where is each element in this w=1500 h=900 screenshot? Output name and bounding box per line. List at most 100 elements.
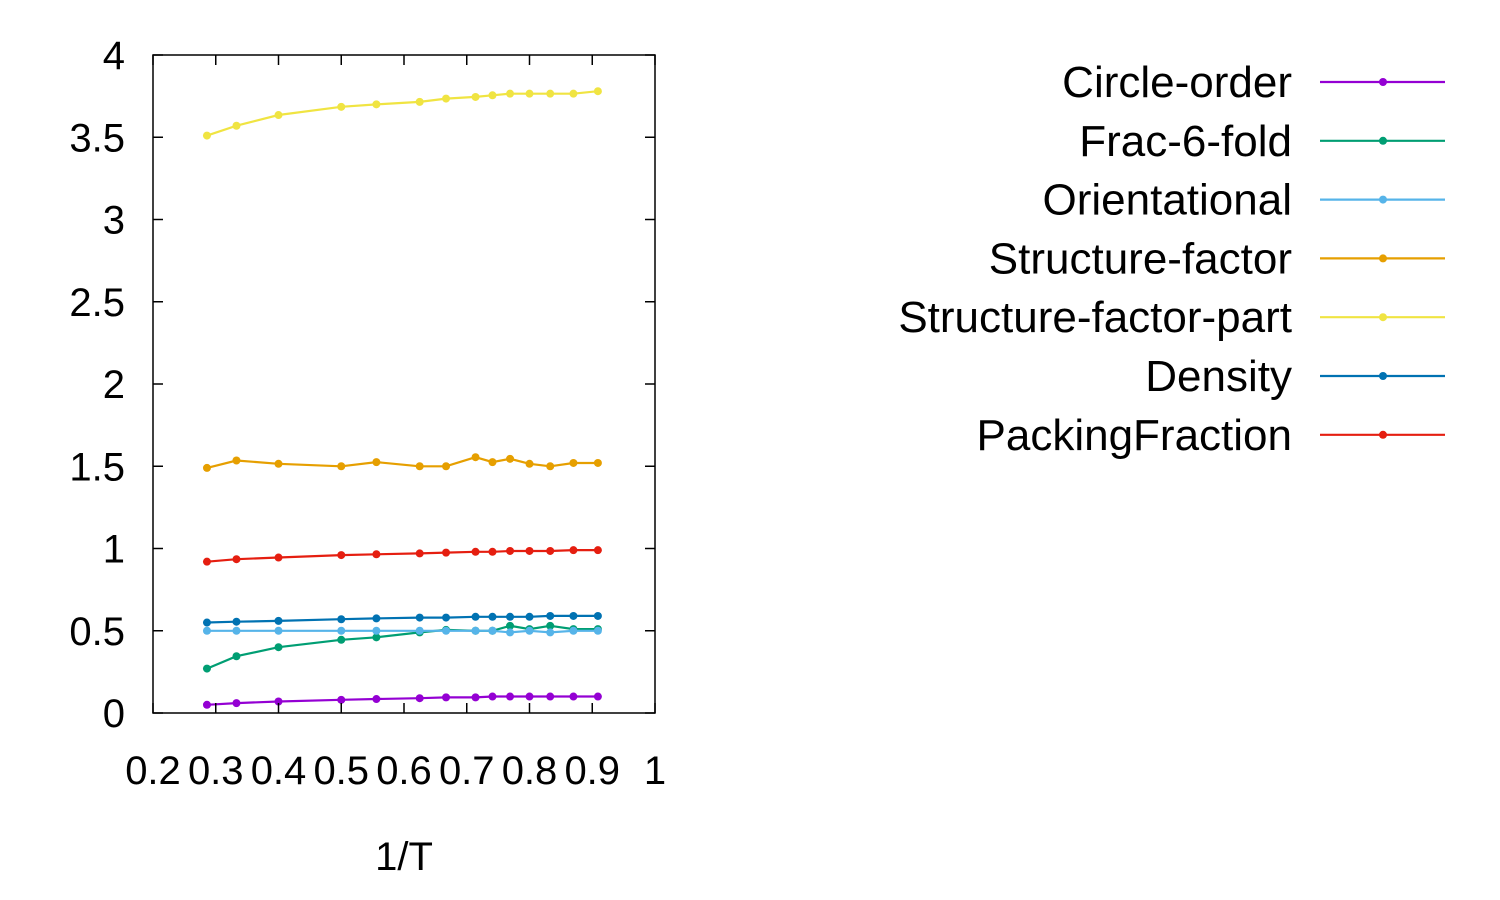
data-point (506, 546, 515, 555)
x-tick-label: 0.9 (564, 749, 620, 793)
data-point (506, 89, 515, 98)
data-point (337, 462, 346, 471)
data-point (415, 549, 424, 558)
data-point (232, 617, 241, 626)
series-packingfraction (202, 546, 602, 566)
data-point (506, 454, 515, 463)
y-tick-label: 2 (103, 363, 125, 407)
series-structure-factor (202, 453, 602, 472)
data-point (202, 618, 211, 627)
data-point (471, 612, 480, 621)
y-tick-label: 4 (103, 34, 125, 78)
data-point (488, 612, 497, 621)
legend-item: PackingFraction (977, 411, 1445, 460)
data-point (274, 616, 283, 625)
data-point (442, 613, 451, 622)
series-orientational (202, 626, 602, 637)
data-point (546, 89, 555, 98)
data-point (506, 612, 515, 621)
data-point (546, 621, 555, 630)
y-tick-label: 1.5 (69, 445, 125, 489)
x-tick-label: 0.7 (439, 749, 495, 793)
x-tick-label: 0.4 (251, 749, 307, 793)
y-tick-label: 0 (103, 692, 125, 736)
series-line (207, 629, 598, 634)
data-point (442, 693, 451, 702)
data-point (232, 456, 241, 465)
data-point (593, 611, 602, 620)
legend-label: Structure-factor-part (898, 293, 1292, 342)
data-point (569, 611, 578, 620)
data-point (337, 635, 346, 644)
data-point (442, 94, 451, 103)
x-tick-label: 0.6 (376, 749, 432, 793)
data-point (569, 89, 578, 98)
data-point (232, 555, 241, 564)
legend-item: Structure-factor (989, 234, 1445, 283)
data-point (525, 89, 534, 98)
data-point (442, 548, 451, 557)
data-point (546, 546, 555, 555)
data-point (471, 547, 480, 556)
series-line (206, 695, 598, 706)
data-point (232, 626, 241, 635)
data-point (525, 692, 534, 701)
data-point (593, 458, 602, 467)
data-point (488, 626, 497, 635)
data-point (442, 462, 451, 471)
series-line (206, 614, 598, 624)
data-point (274, 626, 283, 635)
x-tick-label: 0.8 (502, 749, 558, 793)
data-point (525, 612, 534, 621)
data-point (415, 626, 424, 635)
legend-item: Structure-factor-part (898, 293, 1445, 342)
x-tick-label: 0.3 (188, 749, 244, 793)
legend: Circle-order Frac-6-fold Orientational Stru… (898, 58, 1445, 460)
data-point (415, 613, 424, 622)
data-point (525, 546, 534, 555)
y-tick-label: 3.5 (69, 116, 125, 160)
y-tick-label: 3 (103, 199, 125, 243)
series-frac-6-fold (202, 621, 602, 673)
legend-marker (1379, 136, 1387, 145)
data-point (471, 453, 480, 462)
data-point (415, 97, 424, 106)
x-tick-label: 1 (644, 749, 666, 793)
data-point (372, 633, 381, 642)
data-point (274, 697, 283, 706)
plot-frame (152, 54, 656, 714)
data-point (471, 626, 480, 635)
legend-label: Structure-factor (989, 234, 1292, 283)
data-point (202, 557, 211, 566)
data-point (274, 111, 283, 120)
data-point (337, 695, 346, 704)
data-point (593, 87, 602, 96)
data-point (471, 92, 480, 101)
data-point (593, 692, 602, 701)
legend-marker (1379, 313, 1387, 322)
legend-label: PackingFraction (977, 411, 1292, 460)
data-point (337, 615, 346, 624)
data-point (274, 643, 283, 652)
data-point (202, 700, 211, 709)
data-point (202, 626, 211, 635)
data-point (488, 91, 497, 100)
data-point (274, 459, 283, 468)
series-line (206, 548, 598, 563)
data-point (337, 626, 346, 635)
x-tick-label: 0.5 (313, 749, 369, 793)
data-point (202, 664, 211, 673)
legend-marker (1379, 372, 1387, 380)
data-point (569, 546, 578, 555)
series-line (206, 456, 598, 469)
data-point (525, 459, 534, 468)
data-point (372, 458, 381, 467)
data-point (569, 692, 578, 701)
data-point (488, 458, 497, 467)
legend-marker (1379, 195, 1387, 204)
legend-label: Frac-6-fold (1079, 117, 1292, 166)
data-point (202, 131, 211, 140)
y-tick-label: 2.5 (69, 281, 125, 325)
data-point (546, 611, 555, 620)
legend-label: Density (1145, 352, 1292, 401)
